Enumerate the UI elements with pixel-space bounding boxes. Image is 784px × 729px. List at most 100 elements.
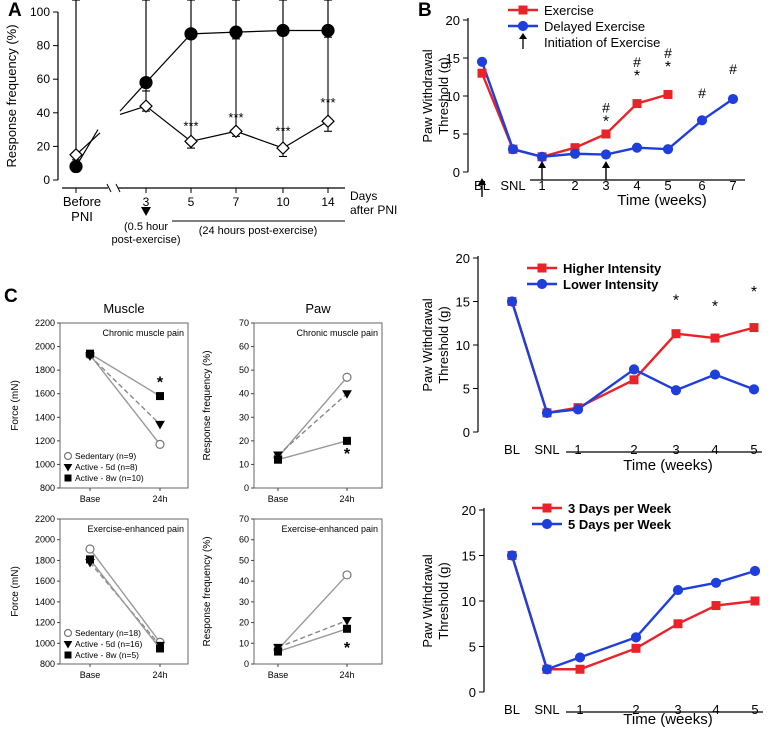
c1-ytick-label-5: 1800	[35, 365, 55, 375]
c2-ytick-label-3: 30	[239, 412, 249, 422]
c2-xtick-label-0: Base	[268, 494, 289, 504]
c3-subtitle: Exercise-enhanced pain	[87, 524, 184, 534]
c4-series-2-point-1	[343, 624, 351, 633]
c2-column-title: Paw	[305, 301, 331, 316]
a-xtick-label-0a: Before	[63, 194, 101, 209]
b3-series-1-point-0	[506, 550, 518, 561]
b2-series-0-line	[510, 301, 755, 415]
b1-sig-star-5: *	[634, 68, 640, 85]
b1-ylabel-line1: Paw Withdrawal	[420, 49, 435, 142]
b3-legend-marker-1	[541, 518, 553, 530]
b1-series-0-point-6	[663, 89, 673, 99]
c2-subtitle: Chronic muscle pain	[296, 328, 378, 338]
panel-label-c: C	[4, 286, 18, 307]
b2-series-1-point-1	[541, 407, 553, 418]
b2-series-1-line	[510, 301, 755, 415]
a-circle-point-3	[229, 25, 243, 39]
a-circle-point-4	[276, 23, 290, 38]
c4-ytick-label-1: 10	[239, 638, 249, 648]
a-diamond-point-3	[229, 124, 243, 139]
c4-ytick-label-0: 0	[244, 659, 249, 669]
c3-series-2-point-0	[86, 555, 94, 564]
a-ytick-label-0: 0	[43, 173, 50, 187]
b2-xtick-label-1: SNL	[534, 442, 559, 457]
c1-legend-label-1: Active - 5d (n=8)	[75, 462, 138, 472]
c4-ytick-label-4: 40	[239, 576, 249, 586]
a-xtick-label-2: 5	[188, 195, 195, 209]
b3-series-1-point-5	[710, 577, 722, 588]
c4-series-2-point-0	[274, 647, 282, 656]
b2-ytick-label-0: 0	[463, 425, 470, 440]
a-circle-point-5	[321, 23, 335, 38]
c1-sig: *	[157, 374, 164, 391]
b3-ytick-label-1: 5	[469, 640, 476, 655]
a-diamond-point-2	[184, 134, 198, 149]
b3-ytick-label-3: 15	[462, 549, 476, 564]
b2-series-1-point-6	[748, 384, 760, 395]
c3-xtick-label-1: 24h	[152, 670, 167, 680]
c3-ylabel: Force (mN)	[10, 566, 21, 617]
a-sig-3: ***	[228, 110, 243, 125]
c4-series-0-point-1	[342, 570, 352, 580]
b2-sig-star-5: *	[712, 299, 718, 316]
b2-series-0-point-3	[629, 375, 639, 385]
b2-legend-marker-0	[537, 263, 547, 273]
c2-ylabel: Response frequency (%)	[202, 350, 213, 460]
b3-xtick-label-0: BL	[504, 702, 520, 717]
c1-legend-marker-2	[64, 474, 72, 482]
a-ytick-label-5: 100	[30, 5, 50, 19]
c1-ytick-label-4: 1600	[35, 389, 55, 399]
a-sig-5: ***	[320, 95, 335, 110]
b1-ylabel-line2: Threshold (g)	[436, 57, 451, 134]
b3-xlabel: Time (weeks)	[623, 711, 712, 728]
a-diamond-point-0	[69, 147, 83, 162]
b1-xtick-label-6: 5	[664, 178, 671, 193]
b3-legend-label-0: 3 Days per Week	[568, 501, 672, 516]
b1-xtick-label-3: 2	[571, 178, 578, 193]
b3-legend-label-1: 5 Days per Week	[568, 517, 672, 532]
b1-ytick-label-3: 15	[446, 51, 460, 66]
c3-series-2-point-1	[156, 644, 164, 653]
b1-series-0-point-4	[601, 129, 611, 139]
b1-xtick-label-5: 4	[633, 178, 640, 193]
c1-legend-label-2: Active - 8w (n=10)	[75, 473, 144, 483]
c2-frame	[253, 322, 383, 489]
c2-series-2-line	[277, 440, 348, 461]
b2-sig-star-4: *	[673, 293, 679, 310]
b1-xlabel: Time (weeks)	[617, 192, 706, 209]
c2-series-0-point-1	[342, 372, 352, 382]
a-sig-4: ***	[275, 124, 290, 139]
b3-xtick-label-3: 2	[632, 702, 639, 717]
c2-xtick-label-1: 24h	[339, 494, 354, 504]
b1-sig-star-4: *	[603, 114, 609, 131]
c4-xtick-label-0: Base	[268, 670, 289, 680]
c1-legend-label-0: Sedentary (n=9)	[75, 451, 136, 461]
b3-series-1-point-1	[541, 664, 553, 675]
b1-ytick-label-2: 10	[446, 89, 460, 104]
c3-series-2-line	[89, 558, 161, 649]
a-circle-point-0	[69, 159, 83, 174]
c2-series-2-point-1	[343, 436, 351, 445]
b3-series-0-point-4	[673, 619, 683, 629]
c3-legend-label-0: Sedentary (n=18)	[75, 628, 141, 638]
b3-series-1-point-3	[630, 632, 642, 643]
b1-series-1-point-7	[696, 115, 708, 126]
c1-ytick-label-3: 1400	[35, 412, 55, 422]
c1-series-2-line	[89, 353, 161, 397]
b2-xlabel: Time (weeks)	[623, 457, 712, 474]
c3-xtick-label-0: Base	[80, 670, 101, 680]
c1-series-2-point-0	[86, 349, 94, 358]
a-sig-2: ***	[183, 119, 198, 134]
b2-xtick-label-4: 3	[672, 442, 679, 457]
c4-frame	[253, 518, 383, 665]
a-circle-point-1	[139, 75, 153, 90]
c1-series-1-point-1	[155, 420, 165, 430]
a-circle-point-2	[184, 27, 198, 41]
b1-legend-marker-1	[517, 20, 529, 32]
a-exercise-arrow	[141, 207, 151, 216]
a-days-label: Days	[350, 189, 377, 203]
c3-legend-marker-1	[63, 641, 73, 649]
c2-ytick-label-4: 40	[239, 389, 249, 399]
a-diamond-point-5	[321, 114, 335, 129]
c3-ytick-label-6: 2000	[35, 535, 55, 545]
